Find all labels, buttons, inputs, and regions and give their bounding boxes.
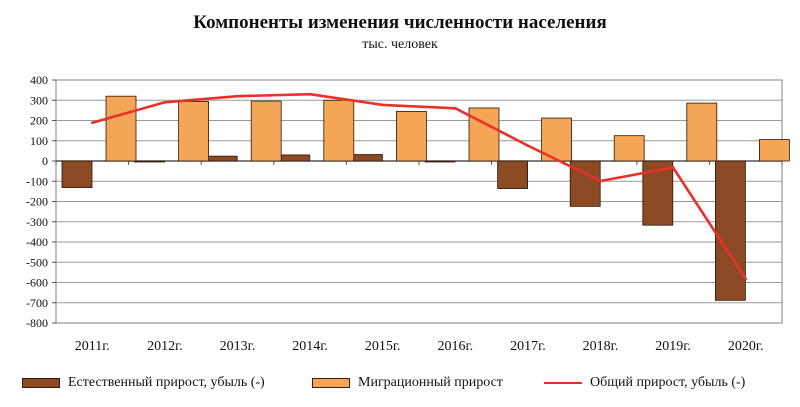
- x-tick-label-8: 2019г.: [655, 339, 691, 354]
- bar-natural-5: [424, 160, 456, 163]
- bar-migration-0: [105, 95, 137, 162]
- line-point-total-3: [308, 92, 312, 96]
- bar-natural-3: [279, 154, 311, 162]
- bar-natural-2: [206, 155, 238, 162]
- y-tick-label-12: -800: [26, 316, 48, 330]
- bar-natural-0: [61, 160, 93, 188]
- bar-natural-4: [351, 154, 383, 162]
- y-tick-label-4: 0: [42, 154, 48, 168]
- y-tick-label-9: -500: [26, 255, 48, 269]
- line-point-total-5: [454, 107, 457, 110]
- line-point-total-0: [91, 121, 94, 125]
- y-tick-label-6: -200: [26, 195, 48, 209]
- line-point-total-9: [744, 277, 747, 281]
- line-point-total-1: [163, 100, 167, 104]
- y-tick-label-7: -300: [26, 215, 48, 229]
- legend-label-natural: Естественный прирост, убыль (-): [68, 375, 265, 390]
- y-tick-label-8: -400: [26, 235, 48, 249]
- legend-swatch-total: [544, 382, 582, 384]
- bar-migration-8: [686, 102, 718, 162]
- chart-subtitle: тыс. человек: [362, 37, 438, 52]
- y-tick-label-11: -700: [26, 296, 48, 310]
- bar-natural-1: [134, 160, 166, 163]
- y-tick-label-10: -600: [26, 276, 48, 290]
- line-point-total-7: [599, 179, 602, 183]
- y-tick-label-1: 300: [30, 93, 48, 107]
- legend-label-total: Общий прирост, убыль (-): [590, 375, 746, 390]
- x-tick-label-5: 2016г.: [437, 339, 473, 354]
- y-tick-label-2: 200: [30, 114, 48, 128]
- x-tick-label-7: 2018г.: [583, 339, 619, 354]
- line-point-total-2: [236, 94, 239, 98]
- bar-migration-2: [250, 100, 282, 162]
- bar-natural-6: [497, 160, 529, 189]
- bar-migration-1: [178, 101, 210, 162]
- bar-migration-3: [323, 99, 355, 162]
- y-tick-label-3: 100: [30, 134, 48, 148]
- legend-item-natural: Естественный прирост, убыль (-): [22, 375, 265, 391]
- chart-plot: 400 300 200 100 0 -100 -200 -300 -400 -500 -600 -70…: [26, 73, 790, 354]
- y-tick-label-0: 400: [30, 73, 48, 87]
- y-tick-label-5: -100: [26, 174, 48, 188]
- x-tick-label-2: 2013г.: [220, 339, 256, 354]
- bar-migration-4: [395, 110, 427, 162]
- legend-swatch-migration: [312, 378, 350, 388]
- x-tick-label-3: 2014г.: [292, 339, 328, 354]
- legend-item-migration: Миграционный прирост: [312, 375, 503, 391]
- x-tick-label-4: 2015г.: [365, 339, 401, 354]
- x-tick-label-6: 2017г.: [510, 339, 546, 354]
- chart-legend: Естественный прирост, убыль (-) Миграцио…: [0, 372, 800, 398]
- x-tick-label-1: 2012г.: [147, 339, 183, 354]
- bar-natural-9: [715, 160, 746, 301]
- x-tick-label-0: 2011г.: [75, 339, 110, 354]
- line-point-total-4: [381, 103, 385, 107]
- chart-title: Компоненты изменения численности населен…: [193, 12, 607, 33]
- bar-migration-5: [468, 107, 500, 162]
- line-point-total-8: [671, 166, 675, 169]
- bar-migration-9: [759, 139, 790, 162]
- legend-label-migration: Миграционный прирост: [358, 375, 503, 390]
- line-total: [91, 92, 747, 280]
- legend-swatch-natural: [22, 378, 60, 388]
- line-point-total-6: [526, 144, 530, 147]
- legend-item-total: Общий прирост, убыль (-): [544, 375, 745, 391]
- x-tick-label-9: 2020г.: [728, 339, 764, 354]
- bar-migration-7: [613, 135, 645, 162]
